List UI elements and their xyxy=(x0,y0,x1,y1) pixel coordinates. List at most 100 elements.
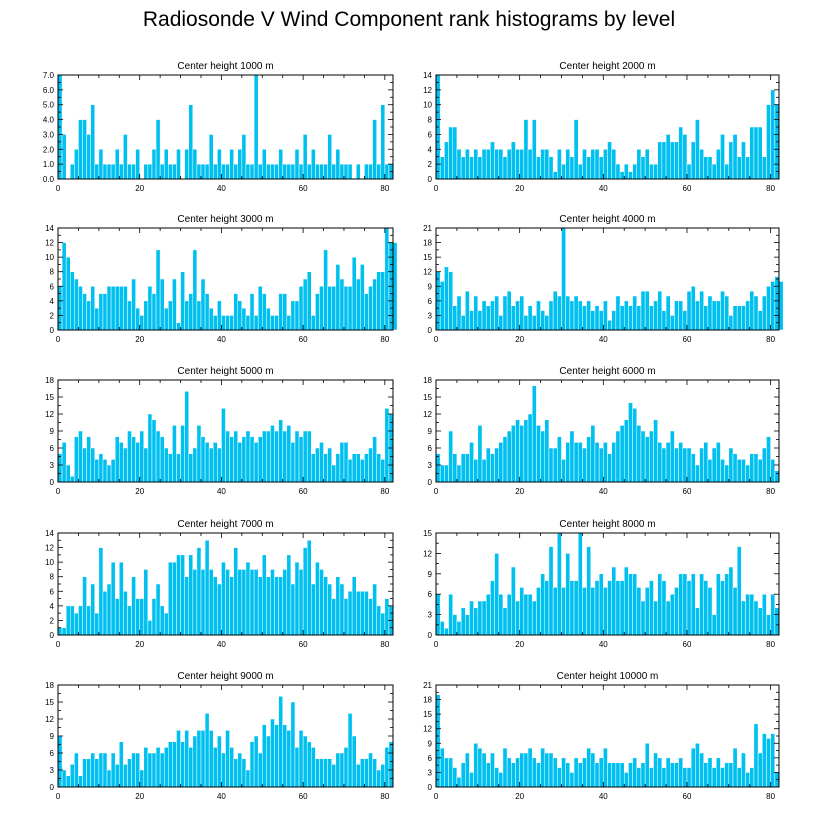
panel-10-bar-11 xyxy=(481,752,487,788)
panel-10-bar-75 xyxy=(749,767,755,788)
panel-7-bar-74 xyxy=(360,591,365,636)
panel-4-bar-65 xyxy=(707,295,713,331)
panel-1-bar-24 xyxy=(155,119,161,180)
panel-8-bar-34 xyxy=(577,532,583,636)
panel-6-bar-59 xyxy=(682,447,688,483)
panel-8-bar-39 xyxy=(598,573,604,636)
panel-8-bar-77 xyxy=(757,607,763,636)
panel-3-bar-76 xyxy=(368,286,373,331)
panel-10-bar-68 xyxy=(720,767,725,788)
panel-8-bar-53 xyxy=(657,573,663,636)
panel-1-bar-64 xyxy=(319,163,324,180)
panel-9-bar-65 xyxy=(323,758,328,788)
panel-7-xtick-label: 40 xyxy=(217,640,226,649)
panel-4-bar-9 xyxy=(473,295,479,331)
panel-6-bar-79 xyxy=(766,436,771,483)
panel-9-ytick-label: 15 xyxy=(45,698,54,707)
panel-8-ytick-label: 3 xyxy=(428,611,433,620)
panel-4-bar-41 xyxy=(607,320,612,331)
panel-10-bar-38 xyxy=(594,762,600,788)
panel-6-bar-78 xyxy=(762,447,767,483)
panel-7-ytick-label: 6 xyxy=(50,587,55,596)
panel-6-bar-1 xyxy=(439,464,445,483)
panel-3-ytick-label: 14 xyxy=(45,224,54,233)
panel-8-bar-18 xyxy=(511,566,516,636)
panel-5-bar-49 xyxy=(257,436,263,483)
panel-9-bar-41 xyxy=(225,730,230,788)
panel-6-bar-67 xyxy=(716,442,721,483)
panel-4-bar-21 xyxy=(523,315,529,331)
panel-5-bar-21 xyxy=(143,447,149,483)
panel-6-bar-2 xyxy=(444,464,449,483)
panel-7-bar-72 xyxy=(351,576,357,636)
panel-10-bar-47 xyxy=(632,757,638,788)
panel-4-bar-75 xyxy=(749,290,755,331)
panel-10-bar-20 xyxy=(519,752,525,788)
panel-4-bar-52 xyxy=(653,300,658,331)
panel-8-bar-81 xyxy=(774,607,780,636)
panel-5-bar-2 xyxy=(65,464,71,483)
panel-9-bar-49 xyxy=(257,752,263,788)
panel-7-bar-19 xyxy=(135,598,140,636)
panel-1-bar-10 xyxy=(98,149,104,180)
panel-2-bar-76 xyxy=(753,126,759,180)
panel-10-bar-7 xyxy=(465,752,470,788)
panel-3-bar-67 xyxy=(331,286,337,331)
panel-3-bar-74 xyxy=(360,264,365,331)
panel-8-bar-44 xyxy=(619,580,625,636)
panel-10-bar-79 xyxy=(766,738,771,788)
panel-9-bar-12 xyxy=(106,769,112,788)
panel-6-bar-34 xyxy=(577,442,583,483)
panel-3-xtick-label: 20 xyxy=(135,335,144,344)
panel-7-bar-43 xyxy=(233,547,239,636)
panel-9-bar-48 xyxy=(253,735,259,788)
panel-6-bar-13 xyxy=(490,453,495,483)
panel-5-bar-12 xyxy=(106,464,112,483)
panel-9-bar-13 xyxy=(110,752,116,788)
panel-7-bar-12 xyxy=(106,583,112,636)
panel-7-bar-22 xyxy=(147,620,153,636)
panel-3-bar-20 xyxy=(139,315,145,331)
panel-1-bar-9 xyxy=(94,163,100,180)
panel-4-bar-51 xyxy=(649,305,654,331)
panel-2-bar-75 xyxy=(749,126,755,180)
panel-5-bar-15 xyxy=(119,442,124,483)
panel-10-bar-21 xyxy=(523,752,529,788)
panel-8-bar-56 xyxy=(669,593,675,636)
panel-3-bar-68 xyxy=(335,264,341,331)
panel-7-bar-55 xyxy=(282,569,288,636)
panel-8-bar-5 xyxy=(456,621,462,636)
panel-7-bar-79 xyxy=(380,612,386,636)
panel-7-bar-21 xyxy=(143,569,149,636)
panel-2-bar-77 xyxy=(757,126,763,180)
panel-8-bar-76 xyxy=(753,600,759,636)
panel-8-bar-74 xyxy=(745,593,750,636)
panel-5-ytick-label: 18 xyxy=(45,376,54,385)
panel-7-bar-46 xyxy=(245,561,251,636)
panel-10-bar-31 xyxy=(565,762,571,788)
panel-4-bar-60 xyxy=(686,290,692,331)
panel-9-bar-50 xyxy=(262,724,267,788)
panel-5-ytick-label: 3 xyxy=(50,461,55,470)
panel-6-bar-50 xyxy=(644,436,650,483)
panel-2-bar-36 xyxy=(586,156,592,180)
panel-5-bar-8 xyxy=(90,447,96,483)
panel-6-bar-63 xyxy=(699,447,704,483)
panel-6-bar-45 xyxy=(623,419,629,483)
panel-5-bar-58 xyxy=(294,430,300,483)
panel-8-bar-67 xyxy=(716,573,721,636)
panel-6-bar-42 xyxy=(611,442,617,483)
panel-8-xtick-label: 80 xyxy=(766,640,775,649)
panel-9-bar-5 xyxy=(78,775,83,788)
panel-2-bar-15 xyxy=(498,149,504,180)
panel-3-bar-2 xyxy=(65,256,71,331)
panel-4-bar-67 xyxy=(716,300,721,331)
panel-5-bar-55 xyxy=(282,430,288,483)
panel-10-bar-56 xyxy=(669,762,675,788)
panel-2-xtick-label: 60 xyxy=(683,184,692,193)
panel-10-bar-43 xyxy=(615,762,621,788)
panel-10-bar-70 xyxy=(728,762,734,788)
panel-7-bar-14 xyxy=(114,598,120,636)
panel-4-bar-66 xyxy=(711,300,717,331)
panel-2-bar-71 xyxy=(732,134,738,180)
